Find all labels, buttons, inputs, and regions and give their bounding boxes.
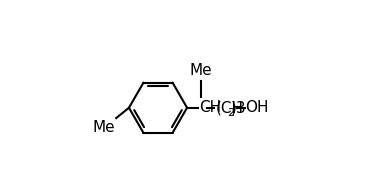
Text: Me: Me	[190, 63, 212, 78]
Text: 2: 2	[227, 108, 234, 118]
Text: OH: OH	[246, 100, 269, 115]
Text: Me: Me	[93, 120, 115, 135]
Text: )3: )3	[230, 100, 246, 115]
Text: CH: CH	[199, 100, 221, 115]
Text: (CH: (CH	[215, 100, 243, 115]
